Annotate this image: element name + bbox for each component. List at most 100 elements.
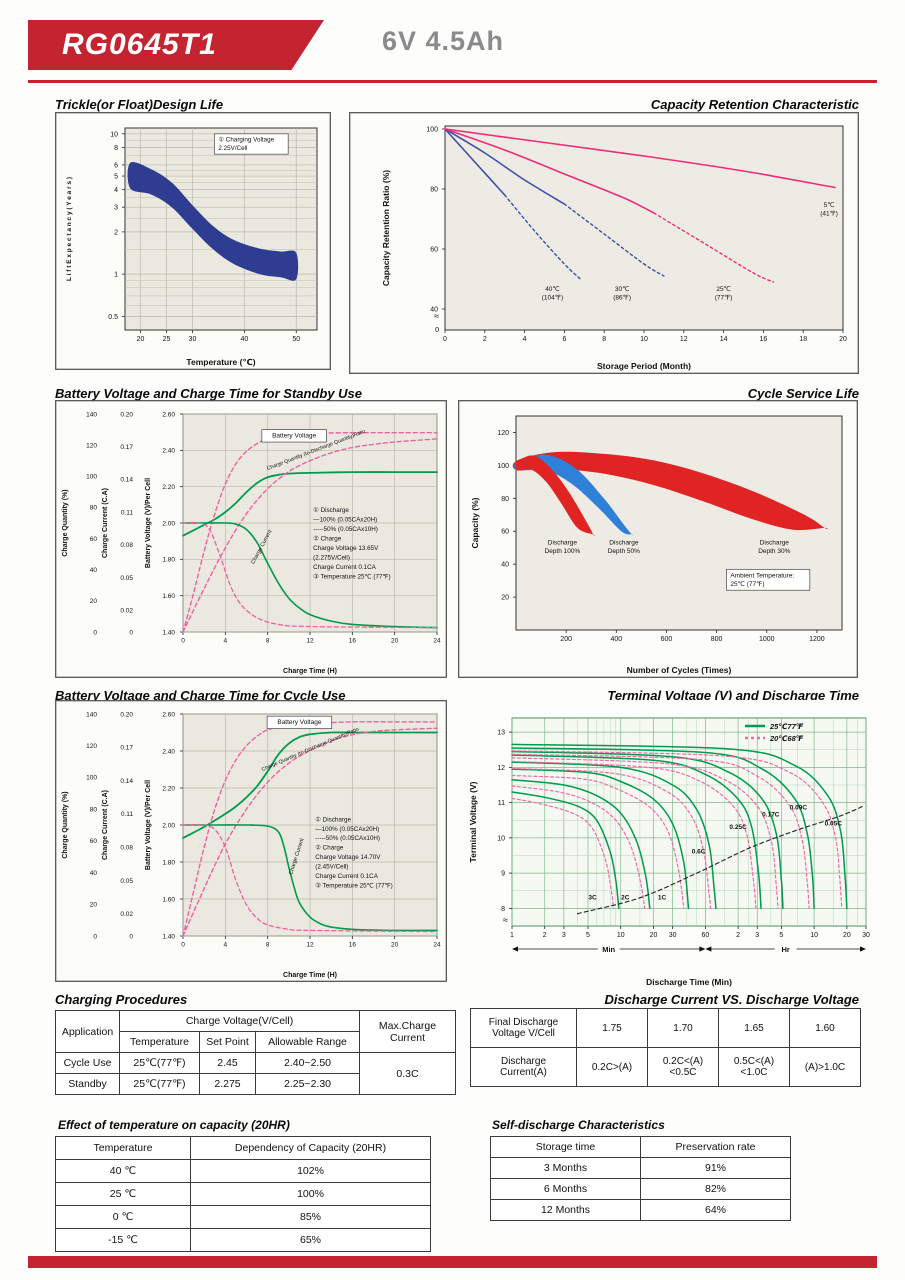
svg-text:30: 30 [862, 932, 870, 939]
svg-text:2: 2 [114, 229, 118, 236]
svg-text:Depth 100%: Depth 100% [545, 548, 581, 555]
charge-current-50 [182, 824, 438, 933]
svg-text:20: 20 [501, 595, 509, 602]
svg-text:(77℉): (77℉) [715, 294, 733, 301]
svg-text:60: 60 [90, 838, 98, 845]
svg-text:0: 0 [93, 629, 97, 636]
svg-text:4: 4 [224, 638, 228, 645]
svg-text:600: 600 [661, 636, 673, 643]
cell-temp: -15 ℃ [55, 1228, 191, 1252]
svg-text:60: 60 [90, 536, 98, 543]
title-self-discharge: Self-discharge Characteristics [492, 1118, 665, 1132]
svg-text:Charge Quantity (%): Charge Quantity (%) [62, 489, 69, 556]
svg-text:② Charge: ② Charge [313, 535, 342, 542]
design-life-band [127, 162, 299, 281]
model-number: RG0645T1 [62, 28, 217, 61]
svg-text:—100% (0.05CAx20H): —100% (0.05CAx20H) [315, 826, 379, 833]
table-row: Final Discharge Voltage V/Cell 1.75 1.70… [470, 1008, 861, 1048]
cell-temp: 25℃(77℉) [119, 1073, 200, 1095]
svg-text:60: 60 [430, 246, 438, 253]
svg-text:(2.45V/Cell): (2.45V/Cell) [315, 864, 348, 871]
charge-quantity-100 [182, 727, 438, 937]
svg-text:14: 14 [720, 336, 728, 343]
svg-text:40: 40 [90, 870, 98, 877]
title-capacity-retention: Capacity Retention Characteristic [650, 97, 859, 112]
svg-text:Charge Current (C.A): Charge Current (C.A) [102, 488, 109, 558]
svg-text:400: 400 [610, 636, 622, 643]
svg-text:2.00: 2.00 [162, 822, 175, 829]
svg-text:140: 140 [86, 411, 97, 418]
svg-text:40: 40 [240, 336, 248, 343]
svg-text:0.17: 0.17 [120, 745, 133, 752]
017c-20c [511, 757, 779, 909]
svg-text:0.20: 0.20 [120, 411, 133, 418]
cell-dep: 100% [190, 1182, 431, 1206]
1c-25c [511, 768, 690, 910]
svg-text:20: 20 [391, 638, 399, 645]
footer-bar [28, 1256, 877, 1268]
svg-text:1.60: 1.60 [162, 593, 175, 600]
svg-text:Discharge Time (Min): Discharge Time (Min) [646, 977, 732, 987]
svg-text:2.60: 2.60 [162, 411, 175, 418]
svg-text:0.17C: 0.17C [762, 812, 780, 819]
curve-40c-solid [444, 128, 506, 196]
svg-text:25℃: 25℃ [716, 285, 731, 293]
017c-25c [511, 750, 784, 910]
svg-text:8: 8 [266, 638, 270, 645]
svg-text:0.14: 0.14 [120, 477, 133, 484]
svg-text:Battery Voltage: Battery Voltage [277, 719, 321, 726]
svg-text:120: 120 [86, 743, 97, 750]
svg-text:0: 0 [443, 336, 447, 343]
svg-text:0.11: 0.11 [121, 811, 134, 818]
svg-text:Charge Quantity (%): Charge Quantity (%) [62, 791, 69, 858]
cell-range: 2.40~2.50 [254, 1052, 361, 1074]
025c-25c [511, 754, 762, 910]
svg-text:80: 80 [90, 806, 98, 813]
svg-text:1.80: 1.80 [162, 557, 175, 564]
svg-text:2.20: 2.20 [162, 484, 175, 491]
label-line: Voltage V/Cell [492, 1028, 555, 1039]
svg-text:20: 20 [843, 932, 851, 939]
svg-text:≈: ≈ [503, 915, 508, 925]
svg-text:25℃77℉: 25℃77℉ [769, 722, 804, 731]
svg-text:8: 8 [602, 336, 606, 343]
1c-20c [511, 774, 685, 909]
svg-text:5: 5 [114, 174, 118, 181]
svg-text:① Charging Voltage: ① Charging Voltage [218, 137, 274, 144]
label-line: Current(A) [500, 1067, 547, 1078]
svg-text:0.02: 0.02 [120, 607, 133, 614]
col-dependency: Dependency of Capacity (20HR) [190, 1136, 431, 1160]
svg-text:0.05: 0.05 [120, 575, 133, 582]
svg-text:12: 12 [497, 765, 505, 772]
svg-text:Battery Voltage (V)/Per Cell: Battery Voltage (V)/Per Cell [145, 478, 152, 568]
svg-text:5: 5 [586, 932, 590, 939]
cell-current: 0.2C<(A)<0.5C [647, 1047, 719, 1087]
svg-text:20: 20 [650, 932, 658, 939]
chart-standby-use-charge: 0 4 8 12 16 20 24 Charge Time (H) 0 20 40 60 80 100 12… [55, 400, 447, 683]
cell-dep: 65% [190, 1228, 431, 1252]
cell-dep: 102% [190, 1159, 431, 1183]
svg-text:10: 10 [110, 131, 118, 138]
svg-text:Charge Voltage 14.70V: Charge Voltage 14.70V [315, 854, 381, 861]
svg-text:0.25C: 0.25C [729, 824, 747, 831]
svg-text:2.20: 2.20 [162, 785, 175, 792]
svg-text:20: 20 [839, 336, 847, 343]
charge-current-100 [182, 824, 438, 932]
svg-text:120: 120 [86, 442, 97, 449]
svg-text:① Discharge: ① Discharge [313, 507, 349, 514]
cell-time: 6 Months [490, 1178, 641, 1200]
svg-text:140: 140 [86, 711, 97, 718]
svg-text:100: 100 [86, 775, 97, 782]
label-line: Final Discharge [488, 1017, 559, 1028]
title-design-life: Trickle(or Float)Design Life [55, 97, 224, 112]
svg-text:Discharge: Discharge [760, 539, 790, 546]
svg-text:② Charge: ② Charge [315, 845, 344, 852]
009c-25c [511, 747, 815, 910]
svg-text:100: 100 [426, 126, 438, 133]
svg-text:13: 13 [497, 730, 505, 737]
col-preservation-rate: Preservation rate [640, 1136, 791, 1158]
chart-cycle-use-charge: 0 4 8 12 16 20 24 Charge Time (H) 0 20 40 60 80 100 12… [55, 700, 447, 987]
title-cycle-service-life: Cycle Service Life [747, 386, 859, 401]
svg-text:16: 16 [349, 942, 357, 949]
025c-20c [511, 760, 757, 909]
